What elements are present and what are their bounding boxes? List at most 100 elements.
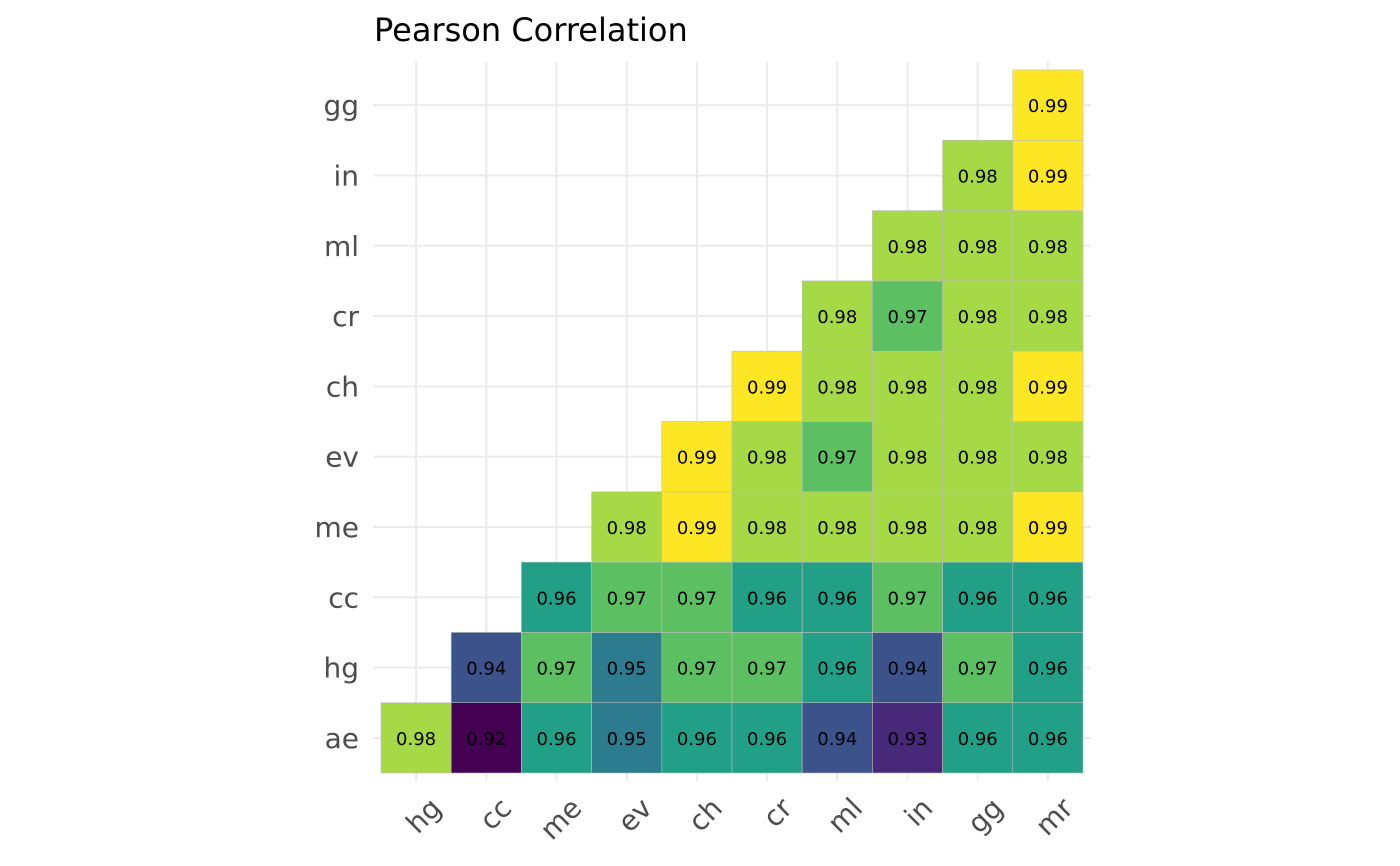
y-tick-label: gg [323, 89, 359, 122]
heatmap-cell [801, 350, 873, 422]
y-tick-label: ae [325, 722, 359, 755]
cell-value-label: 0.96 [1028, 588, 1068, 609]
cell-value-label: 0.98 [887, 448, 927, 469]
y-tick-label: ml [324, 230, 359, 263]
heatmap-cell [942, 140, 1014, 211]
x-tick-label: in [898, 791, 939, 832]
heatmap-cell [801, 280, 873, 352]
heatmap-cell [591, 561, 663, 633]
y-tick-label: hg [323, 652, 359, 685]
y-axis-ticks: ae hg cc me ev ch cr ml in gg [314, 89, 359, 755]
y-tick-label: cr [332, 300, 359, 333]
cell-value-label: 0.98 [817, 307, 857, 328]
heatmap-cell [450, 632, 522, 704]
cell-value-label: 0.98 [1028, 448, 1068, 469]
heatmap-cell [521, 561, 592, 633]
heatmap-cell [521, 632, 592, 704]
heatmap-cell [801, 702, 873, 774]
heatmap-cell [942, 210, 1014, 282]
cell-value-label: 0.95 [607, 659, 647, 680]
cell-value-label: 0.98 [958, 166, 998, 187]
cell-value-label: 0.99 [1028, 96, 1068, 117]
cell-value-label: 0.96 [536, 729, 576, 750]
cell-value-label: 0.99 [1028, 377, 1068, 398]
x-tick-label: ev [611, 791, 658, 838]
heatmap-cell [1012, 140, 1084, 211]
cell-value-label: 0.98 [958, 237, 998, 258]
cell-value-label: 0.95 [607, 729, 647, 750]
y-tick-label: cc [328, 581, 359, 614]
heatmap-cell [872, 632, 943, 704]
cell-value-label: 0.97 [536, 659, 576, 680]
heatmap-cell [942, 702, 1014, 774]
y-tick-label: ch [326, 370, 359, 403]
x-tick-label: cr [757, 791, 800, 834]
cell-value-label: 0.98 [887, 518, 927, 539]
y-tick-label: me [314, 511, 359, 544]
heatmap-cell [731, 702, 803, 774]
heatmap-cell [872, 350, 943, 422]
cell-value-label: 0.99 [747, 377, 787, 398]
x-tick-label: cc [473, 791, 518, 836]
cell-value-label: 0.97 [677, 659, 717, 680]
cell-value-label: 0.96 [817, 588, 857, 609]
x-tick-label: ch [682, 791, 729, 838]
cell-value-label: 0.96 [958, 729, 998, 750]
cell-value-label: 0.98 [747, 518, 787, 539]
heatmap-cell [942, 632, 1014, 704]
cell-value-label: 0.92 [466, 729, 506, 750]
heatmap-cell [872, 421, 943, 493]
chart-title: Pearson Correlation [374, 11, 688, 49]
heatmap-cell [1012, 280, 1084, 352]
cell-value-label: 0.96 [1028, 659, 1068, 680]
cell-value-label: 0.98 [958, 377, 998, 398]
cell-value-labels: 0.98 0.92 0.96 0.95 0.96 0.96 0.94 0.93 0.96 0.96… [396, 96, 1068, 750]
cell-value-label: 0.99 [1028, 166, 1068, 187]
x-tick-label: hg [399, 791, 447, 839]
cell-value-label: 0.96 [958, 588, 998, 609]
cell-value-label: 0.94 [817, 729, 857, 750]
heatmap-cell [661, 561, 733, 633]
heatmap-cell [801, 632, 873, 704]
heatmap-cell [731, 632, 803, 704]
heatmap-cell [521, 702, 592, 774]
heatmap-cell [942, 350, 1014, 422]
cell-value-label: 0.98 [1028, 237, 1068, 258]
heatmap-cell [872, 702, 943, 774]
cell-value-label: 0.98 [817, 377, 857, 398]
heatmap-cell [872, 280, 943, 352]
cell-value-label: 0.93 [887, 729, 927, 750]
x-tick-label: me [533, 791, 588, 846]
cell-value-label: 0.98 [887, 237, 927, 258]
heatmap-cell [872, 491, 943, 563]
heatmap-cell [872, 210, 943, 282]
cell-value-label: 0.99 [1028, 518, 1068, 539]
heatmap-cell [731, 491, 803, 563]
cell-value-label: 0.97 [958, 659, 998, 680]
cell-value-label: 0.96 [677, 729, 717, 750]
heatmap-cell [591, 632, 663, 704]
cell-value-label: 0.97 [887, 588, 927, 609]
cell-value-label: 0.98 [958, 518, 998, 539]
heatmap-cell [801, 491, 873, 563]
heatmap-cell [1012, 561, 1084, 633]
cell-value-label: 0.98 [607, 518, 647, 539]
cell-value-label: 0.97 [747, 659, 787, 680]
cell-value-label: 0.97 [607, 588, 647, 609]
cell-value-label: 0.98 [887, 377, 927, 398]
cell-value-label: 0.96 [747, 729, 787, 750]
heatmap-cell [942, 561, 1014, 633]
heatmap-cell [380, 702, 452, 774]
cell-value-label: 0.97 [887, 307, 927, 328]
heatmap-cell [801, 421, 873, 493]
cell-value-label: 0.98 [1028, 307, 1068, 328]
heatmap-cell [1012, 350, 1084, 422]
heatmap-cell [942, 421, 1014, 493]
heatmap-cell [591, 702, 663, 774]
heatmap-cell [1012, 69, 1084, 141]
heatmap-cell [450, 702, 522, 774]
heatmap-cell [731, 350, 803, 422]
heatmap-cell [1012, 210, 1084, 282]
cell-value-label: 0.98 [817, 518, 857, 539]
cell-value-label: 0.96 [747, 588, 787, 609]
